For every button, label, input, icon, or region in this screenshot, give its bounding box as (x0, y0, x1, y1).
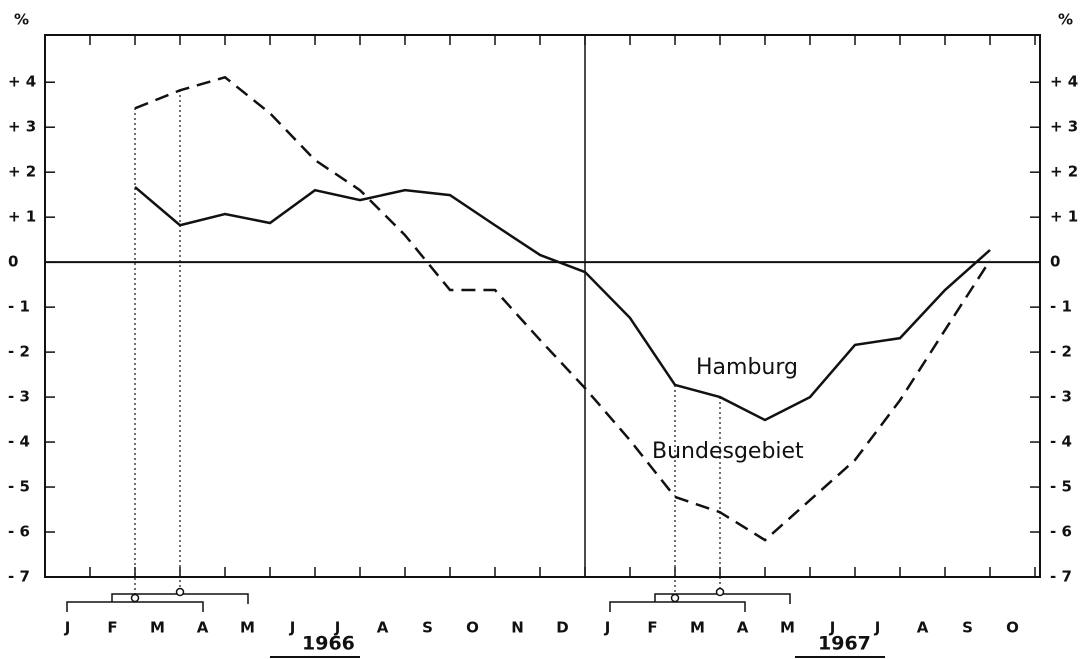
x-tick-label: M (780, 619, 795, 637)
x-tick-label: A (197, 619, 209, 637)
x-tick-label: M (690, 619, 705, 637)
y-tick-label: + 3 (8, 118, 36, 136)
series-line (134, 186, 991, 422)
y-tick-label-right: + 1 (1050, 208, 1078, 226)
y-tick-label: - 7 (8, 568, 30, 586)
x-tick-label: M (150, 619, 165, 637)
y-tick-label-right: - 4 (1050, 433, 1072, 451)
unit-right: % (1058, 11, 1073, 29)
unit-left: % (14, 11, 29, 29)
y-tick-label: + 1 (8, 208, 36, 226)
y-tick-label: - 4 (8, 433, 30, 451)
x-tick-label: O (1006, 619, 1019, 637)
y-tick-label-right: + 3 (1050, 118, 1078, 136)
x-tick-label: J (604, 619, 611, 637)
x-tick-label: S (962, 619, 973, 637)
y-tick-label: 0 (8, 253, 18, 271)
y-tick-label-right: + 2 (1050, 163, 1078, 181)
year-label: 1967 (818, 633, 871, 655)
y-tick-label: + 4 (8, 73, 36, 91)
reference-points (130, 587, 725, 603)
y-tick-label: - 3 (8, 388, 30, 406)
series-label: Bundesgebiet (652, 439, 804, 464)
y-tick-label: - 6 (8, 523, 30, 541)
x-tick-label: S (422, 619, 433, 637)
x-tick-label: D (556, 619, 568, 637)
y-tick-label-right: - 3 (1050, 388, 1072, 406)
y-tick-label-right: - 7 (1050, 568, 1072, 586)
year-label: 1966 (302, 633, 355, 655)
x-tick-label: F (647, 619, 657, 637)
x-tick-label: N (511, 619, 524, 637)
y-tick-label: - 2 (8, 343, 30, 361)
x-tick-label: A (917, 619, 929, 637)
y-tick-label-right: 0 (1050, 253, 1060, 271)
y-tick-label-right: - 1 (1050, 298, 1072, 316)
x-tick-label: M (240, 619, 255, 637)
y-tick-label-right: - 5 (1050, 478, 1072, 496)
x-tick-label: O (466, 619, 479, 637)
y-tick-label-right: + 4 (1050, 73, 1078, 91)
y-tick-label-right: - 6 (1050, 523, 1072, 541)
x-tick-label: A (377, 619, 389, 637)
x-tick-label: J (289, 619, 296, 637)
plot-frame (44, 34, 1041, 578)
reference-lines (134, 90, 721, 598)
y-tick-label: - 1 (8, 298, 30, 316)
x-tick-label: J (829, 619, 836, 637)
x-tick-label: A (737, 619, 749, 637)
x-tick-label: J (334, 619, 341, 637)
y-tick-label: - 5 (8, 478, 30, 496)
x-tick-label: J (64, 619, 71, 637)
x-tick-label: J (874, 619, 881, 637)
period-brackets (66, 593, 791, 612)
y-tick-label-right: - 2 (1050, 343, 1072, 361)
x-tick-label: F (107, 619, 117, 637)
series-label: Hamburg (696, 355, 798, 380)
y-tick-label: + 2 (8, 163, 36, 181)
series-line (134, 75, 992, 542)
